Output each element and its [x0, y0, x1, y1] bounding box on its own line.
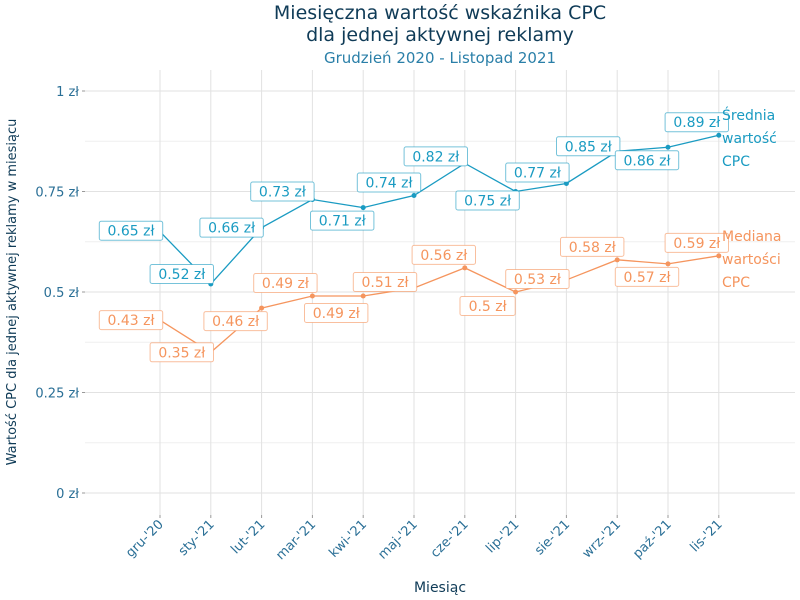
chart-title: Miesięczna wartość wskaźnika CPC: [274, 2, 606, 24]
data-label-box: [459, 296, 516, 316]
data-label-box: [149, 263, 215, 284]
data-label-box: [614, 266, 680, 287]
data-point: [309, 293, 315, 299]
data-label: 0.66 zł: [208, 221, 255, 237]
data-label: 0.86 zł: [624, 153, 671, 169]
y-axis-label: Wartość CPC dla jednej aktywnej reklamy …: [5, 119, 20, 466]
x-tick-label: wrz-'21: [580, 517, 624, 561]
data-point: [716, 132, 722, 138]
data-label-box: [560, 236, 625, 257]
data-point: [665, 261, 671, 267]
data-label: 0.71 zł: [319, 214, 366, 230]
data-label-box: [98, 220, 164, 241]
data-label: 0.51 zł: [362, 275, 409, 291]
series-legend-label: CPC: [722, 154, 750, 170]
data-label: 0.56 zł: [420, 248, 467, 264]
data-label: 0.46 zł: [212, 314, 259, 330]
data-label-box: [356, 172, 422, 193]
data-label: 0.74 zł: [366, 176, 413, 192]
data-label: 0.73 zł: [259, 185, 306, 201]
x-tick-label: lut-'21: [228, 517, 268, 557]
data-label: 0.75 zł: [464, 194, 511, 210]
data-label: 0.58 zł: [569, 240, 616, 256]
x-tick-label: lip-'21: [483, 517, 522, 556]
series-legend-label: wartość: [722, 131, 777, 147]
data-point: [614, 257, 620, 263]
data-label: 0.89 zł: [673, 115, 720, 131]
x-tick-label: gru-'20: [123, 517, 167, 561]
series-legend-label: Średnia: [722, 106, 775, 124]
data-label-box: [664, 112, 729, 133]
data-label-box: [614, 150, 680, 171]
data-label: 0.85 zł: [565, 139, 612, 155]
data-point: [411, 193, 417, 199]
y-tick-label: 0.5 zł: [44, 286, 80, 301]
x-tick-label: maj-'21: [376, 517, 421, 562]
x-tick-label: paź-'21: [630, 517, 674, 561]
data-label-box: [149, 342, 215, 363]
data-label-box: [455, 190, 520, 211]
chart-subtitle: Grudzień 2020 - Listopad 2021: [324, 49, 556, 67]
data-point: [360, 293, 366, 299]
data-label: 0.59 zł: [673, 236, 720, 252]
data-point: [513, 289, 519, 295]
data-label-box: [304, 303, 369, 324]
data-point: [716, 253, 722, 259]
x-tick-label: lis-'21: [688, 517, 726, 555]
data-label: 0.43 zł: [108, 313, 155, 329]
data-label-box: [411, 244, 477, 265]
data-label-box: [505, 268, 570, 289]
data-label-box: [556, 136, 621, 157]
data-label-box: [98, 310, 164, 331]
data-label: 0.57 zł: [624, 270, 671, 286]
x-tick-label: cze-'21: [428, 517, 472, 561]
data-label-box: [403, 146, 469, 167]
y-tick-label: 1 zł: [56, 85, 79, 100]
x-tick-label: sie-'21: [532, 517, 573, 558]
chart-title-line2: dla jednej aktywnej reklamy: [306, 24, 574, 46]
data-point: [259, 305, 265, 311]
data-label: 0.49 zł: [262, 276, 309, 292]
y-tick-label: 0.25 zł: [35, 387, 79, 402]
data-label-box: [199, 217, 264, 238]
data-point: [665, 144, 671, 150]
data-label-box: [352, 271, 418, 292]
x-tick-label: kwi-'21: [326, 517, 370, 561]
data-label: 0.35 zł: [158, 345, 205, 361]
data-label-box: [250, 181, 315, 202]
data-label: 0.52 zł: [158, 267, 205, 283]
x-tick-label: mar-'21: [273, 517, 319, 563]
data-point: [360, 205, 366, 211]
data-label: 0.65 zł: [108, 224, 155, 240]
data-label: 0.53 zł: [514, 272, 561, 288]
x-tick-label: sty-'21: [176, 517, 218, 559]
data-label: 0.77 zł: [514, 165, 561, 181]
y-tick-label: 0.75 zł: [35, 186, 79, 201]
data-label-box: [664, 232, 729, 253]
data-label: 0.82 zł: [412, 149, 459, 165]
data-point: [462, 265, 468, 271]
x-axis-label: Miesiąc: [414, 580, 466, 596]
data-label: 0.49 zł: [313, 306, 360, 322]
y-tick-label: 0 zł: [56, 487, 79, 502]
data-label-box: [203, 311, 268, 332]
series-legend-label: wartości: [722, 252, 781, 268]
series-legend-label: Mediana: [722, 229, 782, 245]
data-label: 0.5 zł: [469, 299, 507, 315]
data-label-box: [505, 162, 570, 183]
data-label-box: [253, 273, 318, 294]
series-legend-label: CPC: [722, 275, 750, 291]
data-label-box: [310, 210, 375, 231]
